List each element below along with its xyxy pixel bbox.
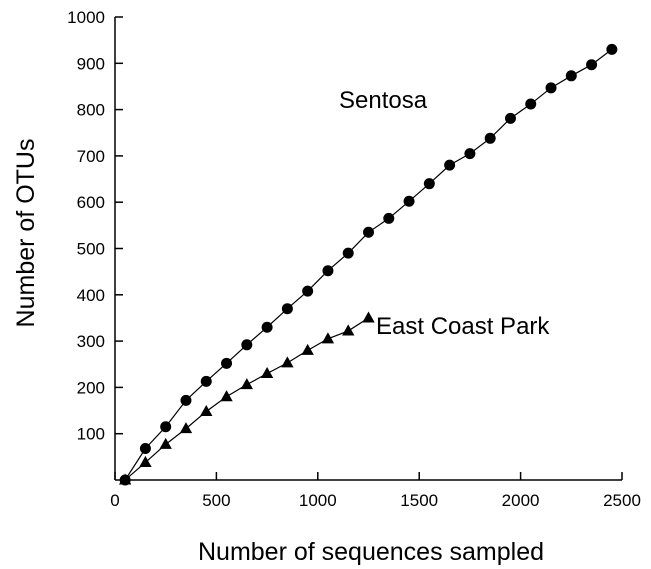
data-point-sentosa xyxy=(180,394,192,406)
data-point-sentosa xyxy=(322,265,334,277)
data-point-sentosa xyxy=(221,357,233,369)
data-point-sentosa xyxy=(342,247,354,259)
x-axis-title: Number of sequences sampled xyxy=(198,538,544,566)
data-point-east-coast-park xyxy=(321,332,335,344)
data-point-sentosa xyxy=(565,70,577,82)
data-point-east-coast-park xyxy=(200,404,213,417)
data-point-sentosa xyxy=(200,375,212,387)
data-point-east-coast-park xyxy=(179,422,193,434)
data-point-sentosa xyxy=(525,98,537,110)
y-tick-label: 200 xyxy=(77,378,105,397)
data-point-east-coast-park xyxy=(240,378,253,390)
x-tick-label: 2500 xyxy=(603,491,641,510)
y-tick-label: 600 xyxy=(77,193,105,212)
x-tick-label: 500 xyxy=(202,491,230,510)
series-label-sentosa: Sentosa xyxy=(339,87,428,114)
y-tick-label: 400 xyxy=(77,286,105,305)
data-point-sentosa xyxy=(160,421,172,433)
x-tick-label: 0 xyxy=(110,491,119,510)
data-point-sentosa xyxy=(586,59,598,71)
y-tick-label: 500 xyxy=(77,240,105,259)
y-tick-label: 1000 xyxy=(67,8,105,27)
x-ticks: 0 500 1000 1500 2000 2500 xyxy=(110,472,641,510)
data-point-sentosa xyxy=(423,178,435,190)
data-point-sentosa xyxy=(504,112,516,124)
data-point-east-coast-park xyxy=(342,324,355,336)
data-point-sentosa xyxy=(606,43,618,55)
data-point-sentosa xyxy=(403,195,415,207)
data-point-sentosa xyxy=(281,303,293,315)
y-tick-label: 900 xyxy=(77,54,105,73)
y-tick-label: 300 xyxy=(77,332,105,351)
data-point-sentosa xyxy=(545,82,557,94)
data-point-east-coast-park xyxy=(159,437,172,449)
x-tick-label: 1500 xyxy=(400,491,438,510)
data-point-sentosa xyxy=(261,321,273,333)
data-point-east-coast-park xyxy=(260,367,274,379)
y-tick-label: 100 xyxy=(77,425,105,444)
data-point-east-coast-park xyxy=(118,473,132,485)
data-point-sentosa xyxy=(464,148,476,160)
data-point-sentosa xyxy=(383,212,395,224)
y-tick-label: 800 xyxy=(77,101,105,120)
data-point-sentosa xyxy=(302,285,314,297)
y-axis-title: Number of OTUs xyxy=(12,139,40,328)
y-ticks: 100 200 300 400 500 600 700 800 900 1000 xyxy=(67,8,123,444)
data-point-sentosa xyxy=(444,159,456,171)
data-point-east-coast-park xyxy=(281,356,294,368)
data-point-east-coast-park xyxy=(220,390,233,402)
data-point-east-coast-park xyxy=(139,455,152,467)
data-point-east-coast-park xyxy=(362,311,375,323)
series-markers xyxy=(118,43,618,486)
series-label-east-coast-park: East Coast Park xyxy=(376,313,550,340)
data-point-sentosa xyxy=(241,339,253,351)
data-point-sentosa xyxy=(139,443,151,455)
x-tick-label: 2000 xyxy=(502,491,540,510)
data-point-sentosa xyxy=(484,132,496,144)
data-point-east-coast-park xyxy=(301,343,314,355)
data-point-sentosa xyxy=(363,226,374,238)
x-tick-label: 1000 xyxy=(299,491,337,510)
y-tick-label: 700 xyxy=(77,147,105,166)
